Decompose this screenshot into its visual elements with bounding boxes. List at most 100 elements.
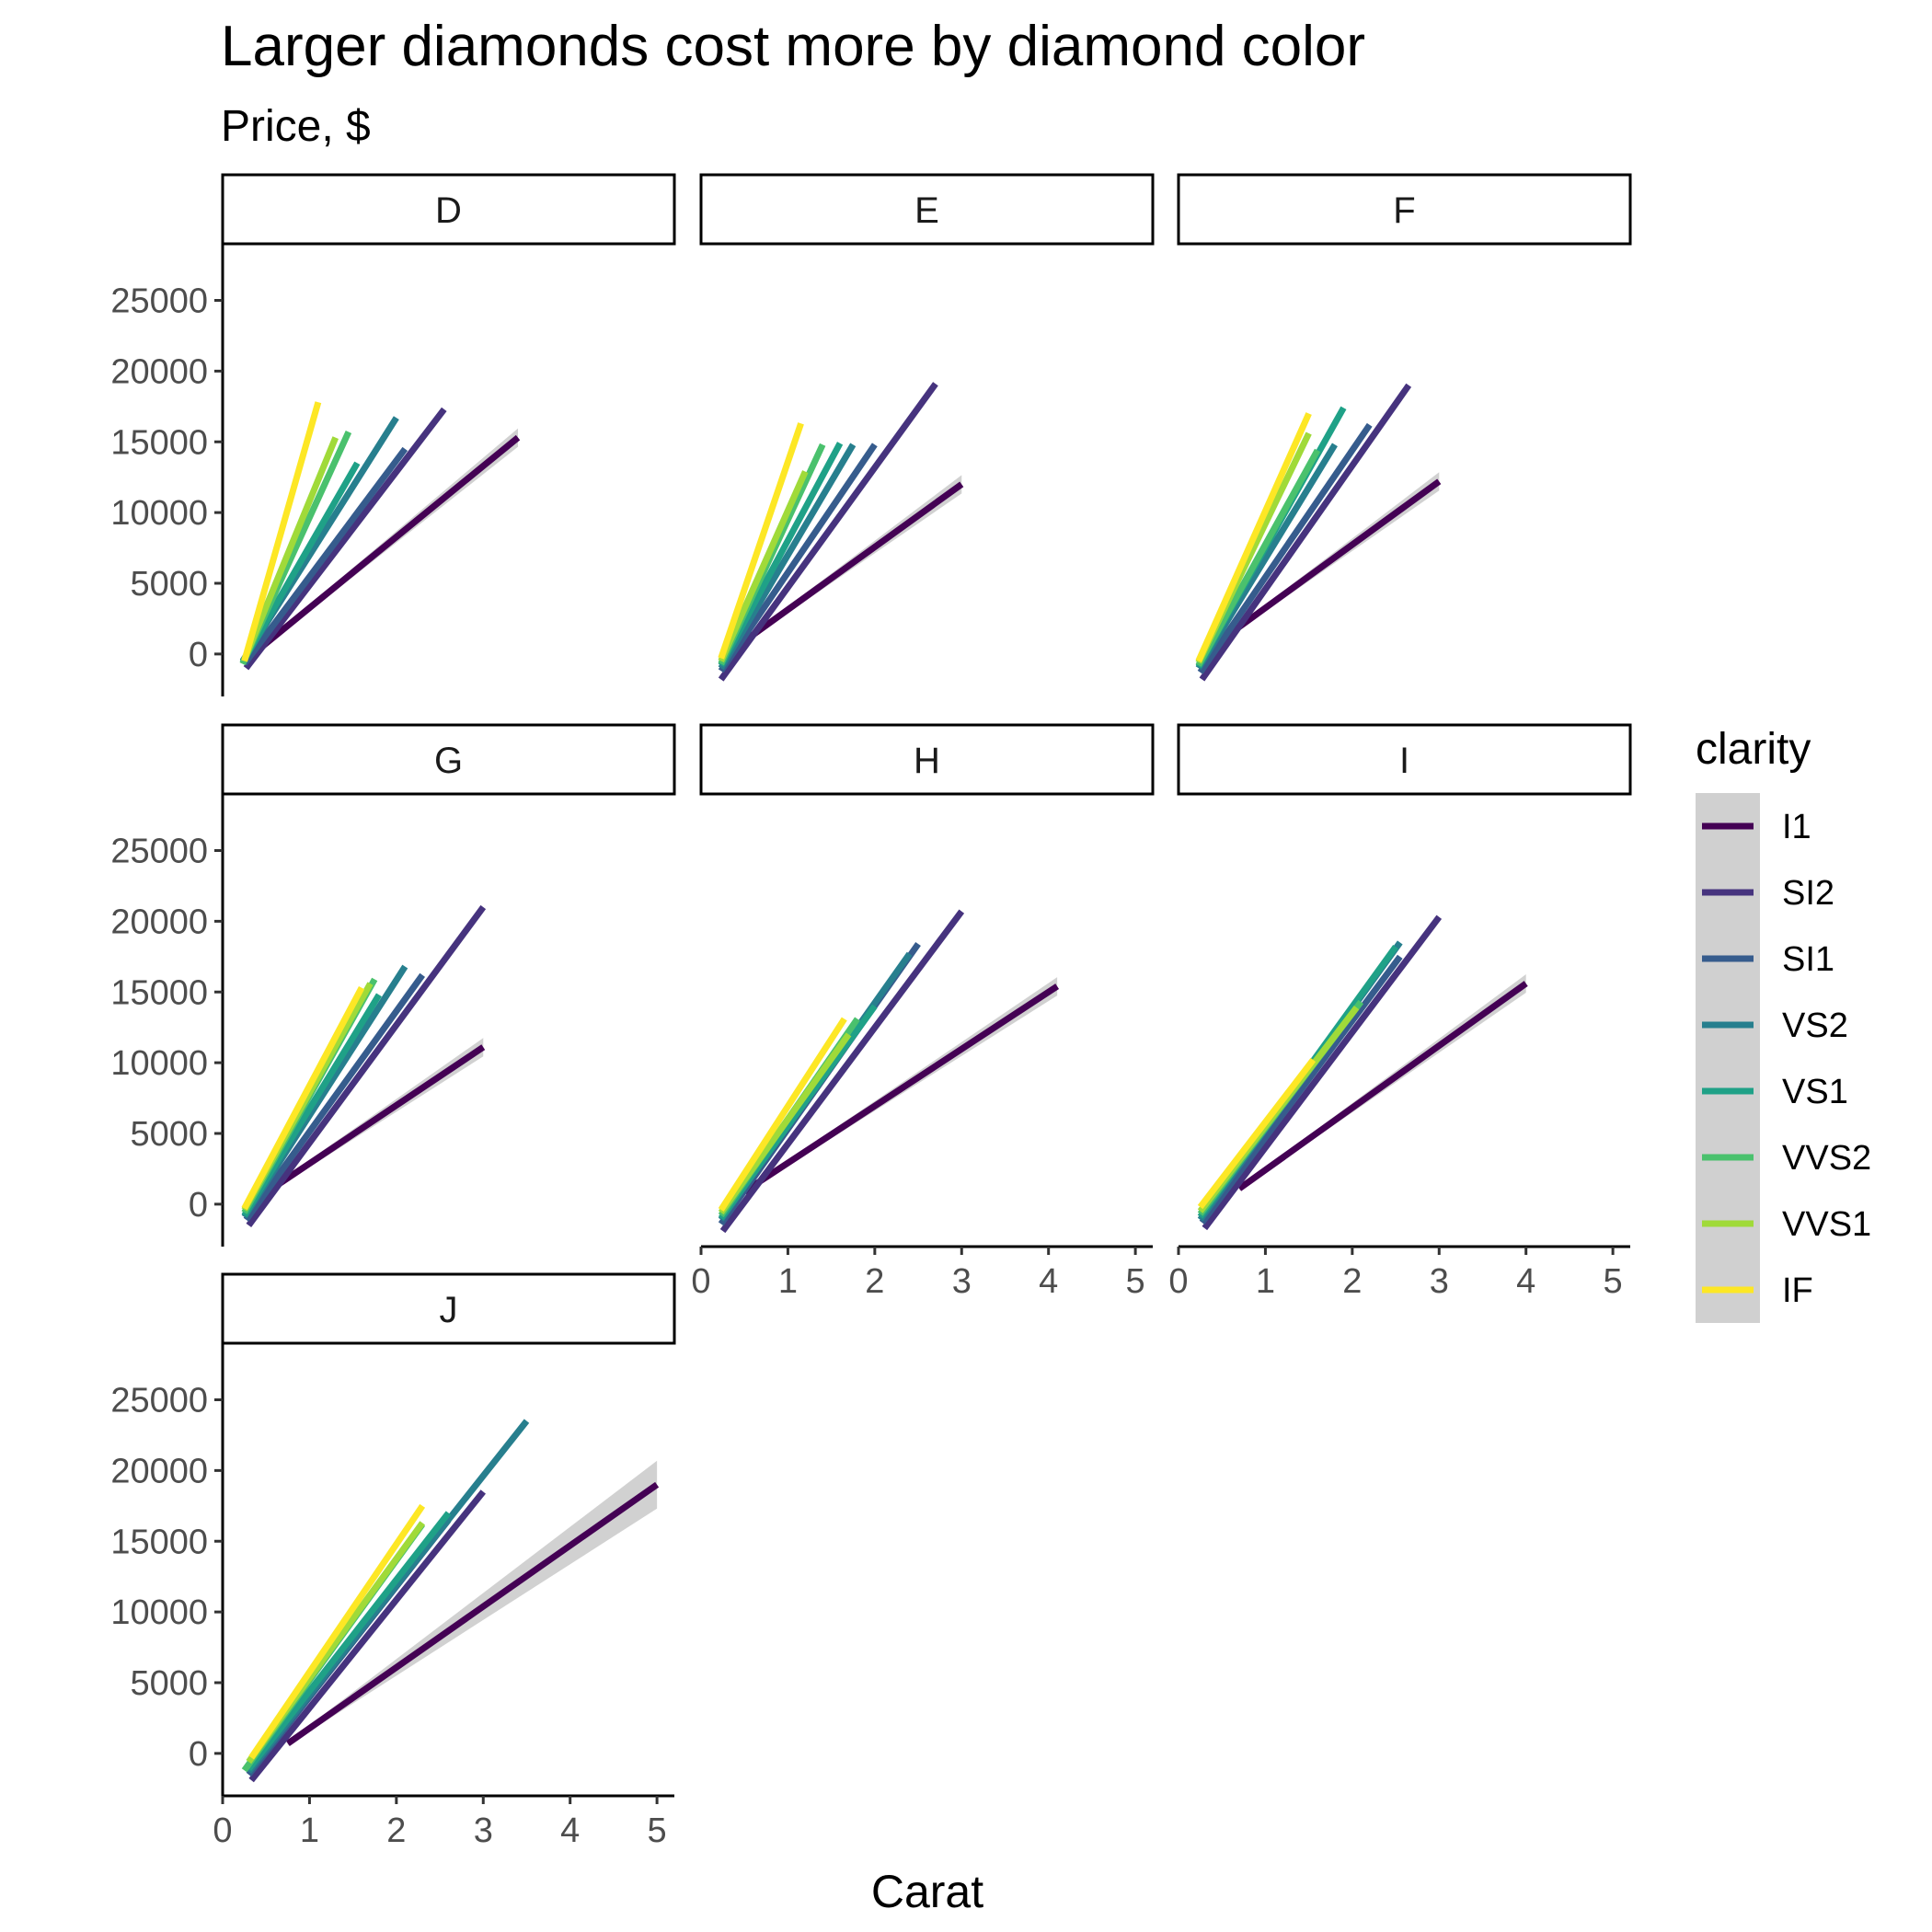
series-line-I1 [1215,478,1442,646]
facet-label: H [914,741,940,781]
facet-label: F [1393,190,1415,231]
legend-label-IF: IF [1782,1271,1813,1310]
facet-panel-J: J 0 5000 10000 15000 20000 25000 0 1 2 3 4 5 [110,1272,676,1850]
series-line-IF [718,422,804,660]
y-tick-label: 0 [189,1186,208,1225]
legend-label-VS1: VS1 [1782,1073,1848,1111]
series-line-IF [718,1017,847,1212]
facet-label: I [1399,741,1409,781]
x-tick-label: 2 [1342,1262,1362,1301]
series-line-I1 [250,434,521,657]
x-tick-label: 4 [1516,1262,1535,1301]
x-tick-label: 1 [300,1811,319,1850]
confidence-band-I1 [287,1460,658,1746]
legend-label-VS2: VS2 [1782,1006,1848,1045]
series-line-I1 [742,983,1060,1194]
x-tick-label: 5 [1604,1262,1623,1301]
facet-panel-D: D 0 5000 10000 15000 20000 25000 [110,173,676,696]
facet-strip [221,173,676,246]
x-tick-label: 5 [648,1811,667,1850]
series-line-SI1 [1197,422,1373,674]
series-line-SI2 [719,909,965,1234]
series-line-SI1 [718,443,878,673]
series-line-VVS1 [718,470,809,662]
facet-panel-H: H 0 1 2 3 4 5 [691,723,1155,1301]
series-line-I1 [251,1044,486,1204]
y-tick-label: 25000 [110,282,208,321]
x-tick-label: 2 [386,1811,406,1850]
x-tick-label: 0 [1168,1262,1188,1301]
x-tick-label: 3 [952,1262,972,1301]
legend-label-I1: I1 [1782,808,1811,846]
chart-title: Larger diamonds cost more by diamond col… [221,15,1365,78]
facet-panel-I: I 0 1 2 3 4 5 [1168,723,1632,1301]
y-tick-label: 0 [189,636,208,674]
series-line-IF [1197,1057,1317,1210]
facet-label: E [914,190,939,231]
series-line-IF [241,401,322,662]
facet-strip [699,723,1155,796]
y-tick-label: 20000 [110,352,208,391]
series-line-VVS1 [241,436,339,661]
x-tick-label: 5 [1126,1262,1145,1301]
y-tick-label: 10000 [110,1593,208,1632]
y-tick-label: 20000 [110,903,208,941]
series-line-IF [1195,412,1312,662]
x-tick-label: 3 [474,1811,493,1850]
series-line-VVS1 [718,1032,852,1215]
facet-label: G [434,741,463,781]
legend: clarity I1 SI2 SI1 VS2 VS1 VVS2 VVS1 IF [1696,725,1871,1323]
y-tick-label: 5000 [130,565,208,604]
series-line-SI1 [243,972,426,1222]
chart-subtitle: Price, $ [221,102,371,151]
series-line-I1 [285,1481,660,1746]
y-tick-label: 0 [189,1735,208,1774]
series-line-IF [248,1503,426,1760]
facet-panel-E: E [699,173,1155,682]
y-tick-label: 25000 [110,1382,208,1420]
x-tick-label: 1 [1256,1262,1275,1301]
x-tick-label: 4 [1039,1262,1058,1301]
facet-panel-G: G 0 5000 10000 15000 20000 25000 [110,723,676,1247]
y-tick-label: 25000 [110,833,208,871]
x-tick-label: 3 [1430,1262,1449,1301]
series-line-SI2 [1199,383,1412,682]
series-line-SI1 [241,446,408,666]
facet-strip [1177,723,1632,796]
series-line-SI2 [718,382,938,682]
x-axis-label: Carat [871,1866,983,1917]
series-line-IF [241,985,365,1211]
y-tick-label: 15000 [110,1523,208,1561]
x-tick-label: 2 [865,1262,884,1301]
series-line-I1 [738,481,964,647]
series-line-SI1 [1199,954,1403,1225]
y-tick-label: 15000 [110,973,208,1012]
y-tick-label: 15000 [110,423,208,462]
legend-title: clarity [1696,725,1811,774]
facet-panel-F: F [1177,173,1632,682]
series-line-SI2 [246,904,487,1228]
y-tick-label: 5000 [130,1115,208,1154]
legend-items: I1 SI2 SI1 VS2 VS1 VVS2 VVS1 IF [1696,793,1871,1323]
facet-strip [699,173,1155,246]
series-line-I1 [1237,981,1528,1191]
series-line-VVS2 [1195,448,1321,667]
series-line-SI2 [248,1489,486,1783]
facet-strip [1177,173,1632,246]
facet-strip [221,723,676,796]
legend-key-background [1696,793,1760,1323]
x-tick-label: 0 [691,1262,710,1301]
x-tick-label: 1 [778,1262,798,1301]
y-tick-label: 20000 [110,1452,208,1490]
x-tick-label: 0 [213,1811,232,1850]
legend-label-VVS2: VVS2 [1782,1139,1871,1178]
y-tick-label: 10000 [110,494,208,533]
legend-label-SI2: SI2 [1782,874,1834,913]
series-line-VS1 [246,1511,452,1771]
facet-strip [221,1272,676,1345]
series-line-SI2 [243,407,447,671]
y-tick-label: 5000 [130,1664,208,1703]
